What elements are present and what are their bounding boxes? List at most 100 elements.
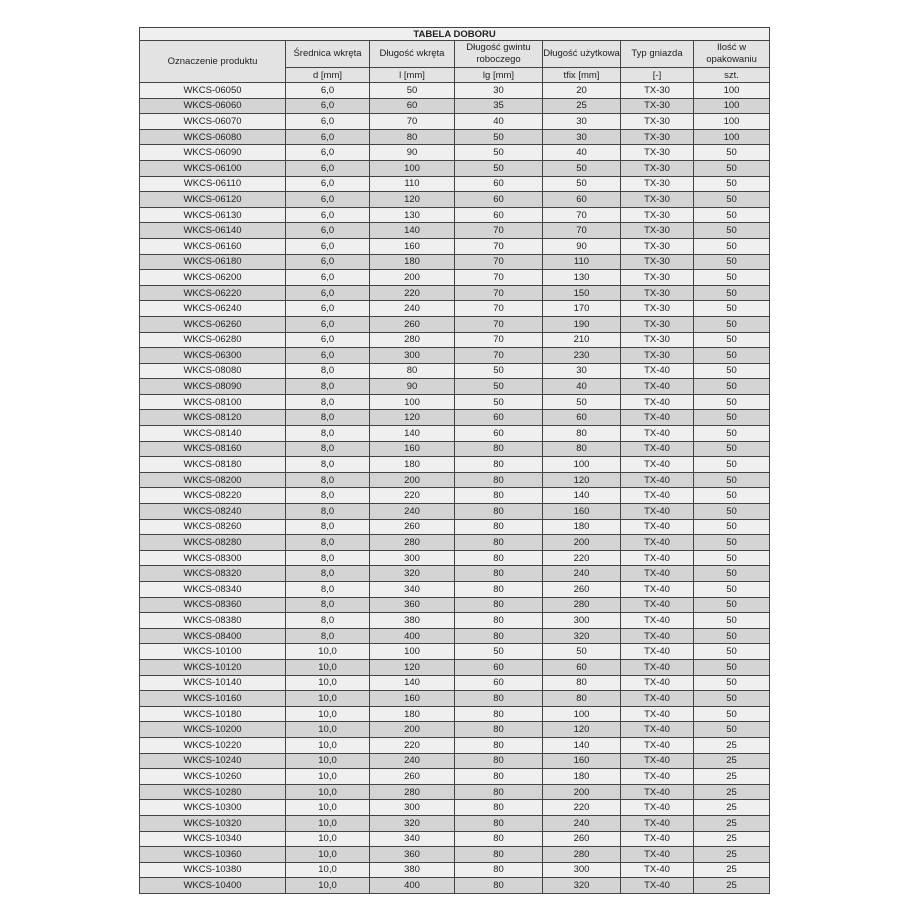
cell-length: 300 xyxy=(369,347,455,364)
cell-socket-type: TX-40 xyxy=(620,846,694,863)
cell-package-qty: 50 xyxy=(692,503,771,520)
cell-thread-length: 80 xyxy=(454,487,543,505)
cell-length: 340 xyxy=(369,830,455,848)
cell-usable-length: 25 xyxy=(542,97,621,115)
table-row: WKCS-10180 10,0 180 80 100 TX-40 50 xyxy=(139,705,771,723)
cell-package-qty: 50 xyxy=(692,690,771,707)
cell-usable-length: 100 xyxy=(542,705,621,723)
cell-socket-type: TX-40 xyxy=(620,783,694,801)
cell-thread-length: 70 xyxy=(454,300,543,317)
cell-length: 160 xyxy=(369,440,455,458)
cell-usable-length: 80 xyxy=(542,690,621,707)
cell-thread-length: 80 xyxy=(454,518,543,536)
table-row: WKCS-10280 10,0 280 80 200 TX-40 25 xyxy=(139,783,771,801)
cell-thread-length: 80 xyxy=(454,503,543,520)
cell-thread-length: 30 xyxy=(454,82,543,99)
cell-length: 380 xyxy=(369,861,455,879)
table-row: WKCS-08120 8,0 120 60 60 TX-40 50 xyxy=(139,409,771,427)
cell-diameter: 8,0 xyxy=(285,565,370,582)
cell-product-code: WKCS-10220 xyxy=(139,736,286,754)
table-row: WKCS-06060 6,0 60 35 25 TX-30 100 xyxy=(139,97,771,115)
cell-product-code: WKCS-06160 xyxy=(139,237,286,255)
cell-diameter: 6,0 xyxy=(285,300,370,317)
table-row: WKCS-06220 6,0 220 70 150 TX-30 50 xyxy=(139,284,771,302)
cell-diameter: 6,0 xyxy=(285,206,370,224)
cell-product-code: WKCS-08080 xyxy=(139,362,286,380)
cell-socket-type: TX-40 xyxy=(620,799,694,816)
cell-length: 320 xyxy=(369,814,455,832)
cell-length: 100 xyxy=(369,159,455,177)
table-row: WKCS-10300 10,0 300 80 220 TX-40 25 xyxy=(139,799,771,816)
cell-length: 220 xyxy=(369,284,455,302)
cell-package-qty: 50 xyxy=(692,222,771,239)
cell-thread-length: 60 xyxy=(454,425,543,442)
table-row: WKCS-06300 6,0 300 70 230 TX-30 50 xyxy=(139,347,771,364)
cell-length: 90 xyxy=(369,144,455,161)
cell-product-code: WKCS-10160 xyxy=(139,690,286,707)
cell-package-qty: 50 xyxy=(692,347,771,364)
cell-length: 340 xyxy=(369,581,455,598)
cell-usable-length: 280 xyxy=(542,846,621,863)
cell-length: 240 xyxy=(369,300,455,317)
cell-socket-type: TX-30 xyxy=(620,175,694,193)
cell-length: 200 xyxy=(369,269,455,286)
cell-diameter: 10,0 xyxy=(285,846,370,863)
cell-diameter: 10,0 xyxy=(285,861,370,879)
cell-thread-length: 60 xyxy=(454,191,543,208)
cell-diameter: 10,0 xyxy=(285,752,370,770)
cell-diameter: 6,0 xyxy=(285,347,370,364)
cell-length: 100 xyxy=(369,643,455,660)
table-row: WKCS-08360 8,0 360 80 280 TX-40 50 xyxy=(139,596,771,614)
cell-length: 220 xyxy=(369,487,455,505)
cell-usable-length: 280 xyxy=(542,596,621,614)
cell-thread-length: 80 xyxy=(454,440,543,458)
cell-usable-length: 50 xyxy=(542,643,621,660)
cell-product-code: WKCS-10380 xyxy=(139,861,286,879)
cell-socket-type: TX-40 xyxy=(620,627,694,645)
cell-socket-type: TX-40 xyxy=(620,768,694,785)
cell-socket-type: TX-40 xyxy=(620,581,694,598)
cell-length: 260 xyxy=(369,315,455,333)
cell-product-code: WKCS-08160 xyxy=(139,440,286,458)
cell-diameter: 10,0 xyxy=(285,768,370,785)
header-package-qty: Ilość w opakowaniu xyxy=(692,40,771,68)
cell-product-code: WKCS-08300 xyxy=(139,549,286,567)
cell-usable-length: 300 xyxy=(542,861,621,879)
cell-length: 380 xyxy=(369,612,455,629)
cell-usable-length: 40 xyxy=(542,144,621,161)
cell-thread-length: 70 xyxy=(454,284,543,302)
header-thread-length: Długość gwintu roboczego xyxy=(454,40,543,68)
cell-socket-type: TX-40 xyxy=(620,487,694,505)
cell-usable-length: 220 xyxy=(542,799,621,816)
cell-diameter: 10,0 xyxy=(285,830,370,848)
cell-length: 400 xyxy=(369,877,455,894)
cell-thread-length: 80 xyxy=(454,799,543,816)
unit-diameter: d [mm] xyxy=(285,67,370,83)
table-row: WKCS-10200 10,0 200 80 120 TX-40 50 xyxy=(139,721,771,738)
cell-usable-length: 80 xyxy=(542,425,621,442)
cell-product-code: WKCS-08240 xyxy=(139,503,286,520)
cell-product-code: WKCS-08090 xyxy=(139,378,286,395)
cell-package-qty: 50 xyxy=(692,612,771,629)
cell-usable-length: 50 xyxy=(542,393,621,411)
cell-socket-type: TX-40 xyxy=(620,705,694,723)
cell-usable-length: 220 xyxy=(542,549,621,567)
cell-usable-length: 160 xyxy=(542,752,621,770)
cell-diameter: 8,0 xyxy=(285,378,370,395)
cell-usable-length: 320 xyxy=(542,877,621,894)
cell-diameter: 6,0 xyxy=(285,222,370,239)
cell-thread-length: 50 xyxy=(454,643,543,660)
cell-product-code: WKCS-10240 xyxy=(139,752,286,770)
cell-package-qty: 25 xyxy=(692,799,771,816)
table-row: WKCS-08380 8,0 380 80 300 TX-40 50 xyxy=(139,612,771,629)
cell-product-code: WKCS-08360 xyxy=(139,596,286,614)
cell-socket-type: TX-30 xyxy=(620,347,694,364)
cell-length: 280 xyxy=(369,331,455,349)
cell-package-qty: 100 xyxy=(692,113,771,130)
cell-thread-length: 80 xyxy=(454,549,543,567)
cell-thread-length: 50 xyxy=(454,393,543,411)
cell-package-qty: 50 xyxy=(692,362,771,380)
cell-socket-type: TX-30 xyxy=(620,315,694,333)
cell-product-code: WKCS-10400 xyxy=(139,877,286,894)
cell-package-qty: 50 xyxy=(692,534,771,551)
